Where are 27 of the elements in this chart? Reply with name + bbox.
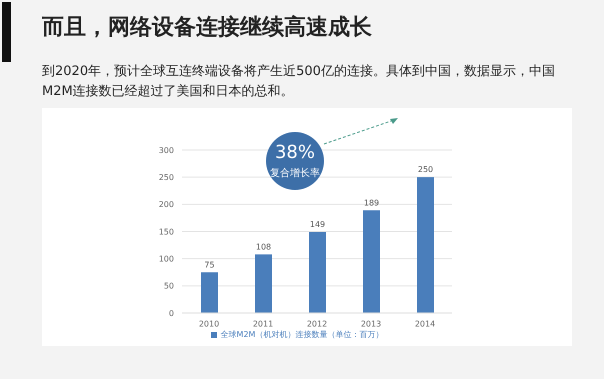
- bar: [201, 272, 218, 313]
- y-tick-label: 100: [158, 254, 174, 264]
- y-tick-label: 0: [168, 308, 174, 318]
- x-tick-label: 2012: [306, 320, 328, 329]
- y-tick-label: 150: [158, 227, 174, 236]
- data-label: 189: [364, 198, 380, 208]
- x-tick-label: 2013: [360, 320, 382, 329]
- x-tick-label: 2014: [414, 320, 436, 329]
- bar: [255, 254, 272, 313]
- bar: [363, 210, 380, 313]
- data-label: 149: [310, 220, 326, 230]
- data-label: 108: [256, 242, 272, 252]
- y-tick-label: 200: [158, 200, 174, 210]
- data-label: 75: [204, 260, 215, 270]
- y-tick-label: 300: [158, 146, 174, 155]
- annotation: 复合增长率: [269, 166, 321, 180]
- chart-title: 而且，网络设备连接继续高速成长: [42, 14, 372, 42]
- x-tick-label: 2010: [198, 320, 220, 329]
- bar: [309, 232, 326, 313]
- y-tick-label: 250: [158, 173, 174, 182]
- chart-subtitle: 到2020年，预计全球互连终端设备将产生近500亿的连接。具体到中国，数据显示，中国M2M连接数已经超过了美国和日本的总和。: [42, 63, 556, 101]
- legend-label: 全球M2M（机对机）连接数量（单位：百万）: [220, 330, 384, 339]
- y-tick-label: 50: [164, 282, 174, 291]
- x-tick-label: 2011: [252, 320, 274, 329]
- bar: [417, 177, 434, 313]
- data-label: 250: [418, 165, 434, 174]
- annotation: 38%: [274, 142, 316, 163]
